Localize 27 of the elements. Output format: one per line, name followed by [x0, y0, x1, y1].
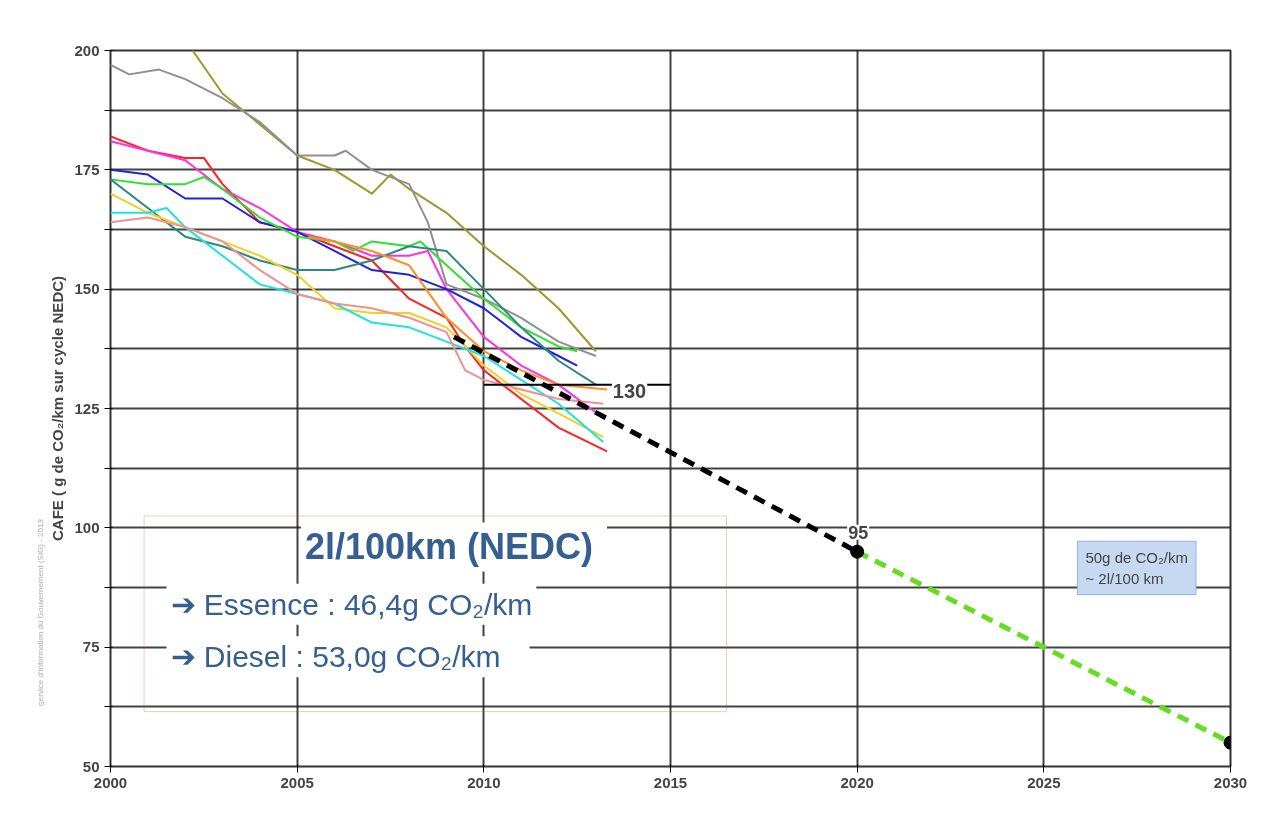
annotation: 95 — [848, 522, 869, 543]
line-series — [110, 178, 597, 386]
annotation: 50g de CO₂/km ~ 2l/100 km — [1085, 549, 1188, 587]
y-tick-label: 50 — [82, 757, 100, 775]
y-tick-label: 125 — [74, 399, 100, 417]
y-tick-label: 75 — [82, 638, 100, 656]
x-tick-label: 2015 — [653, 773, 688, 791]
line-series — [307, 235, 609, 391]
x-tick-label: 2030 — [1213, 773, 1248, 791]
y-tick-label: 175 — [74, 160, 100, 178]
annotation: 2l/100km (NEDC) — [304, 526, 594, 568]
x-tick-label: 2005 — [280, 773, 314, 791]
annotation: 130 — [612, 379, 647, 402]
x-tick-label: 2025 — [1027, 773, 1061, 791]
y-tick-label: 150 — [74, 280, 100, 298]
annotation: ➔ Essence : 46,4g CO₂/km — [170, 587, 533, 621]
text: Service d'Information du Gouvernement (SIG) - 2013 — [36, 518, 46, 707]
annotation: ➔ Diesel : 53,0g CO₂/km — [170, 640, 501, 674]
x-tick-label: 2000 — [93, 773, 128, 791]
line-series — [191, 50, 597, 353]
line-series — [110, 216, 605, 405]
y-tick-label: 100 — [74, 518, 100, 536]
x-tick-label: 2020 — [840, 773, 874, 791]
line-series — [110, 63, 597, 357]
x-tick-label: 2010 — [467, 773, 501, 791]
y-axis-title: CAFE ( g de CO₂/km sur cycle NEDC) — [49, 275, 67, 542]
y-tick-label: 200 — [74, 41, 100, 59]
